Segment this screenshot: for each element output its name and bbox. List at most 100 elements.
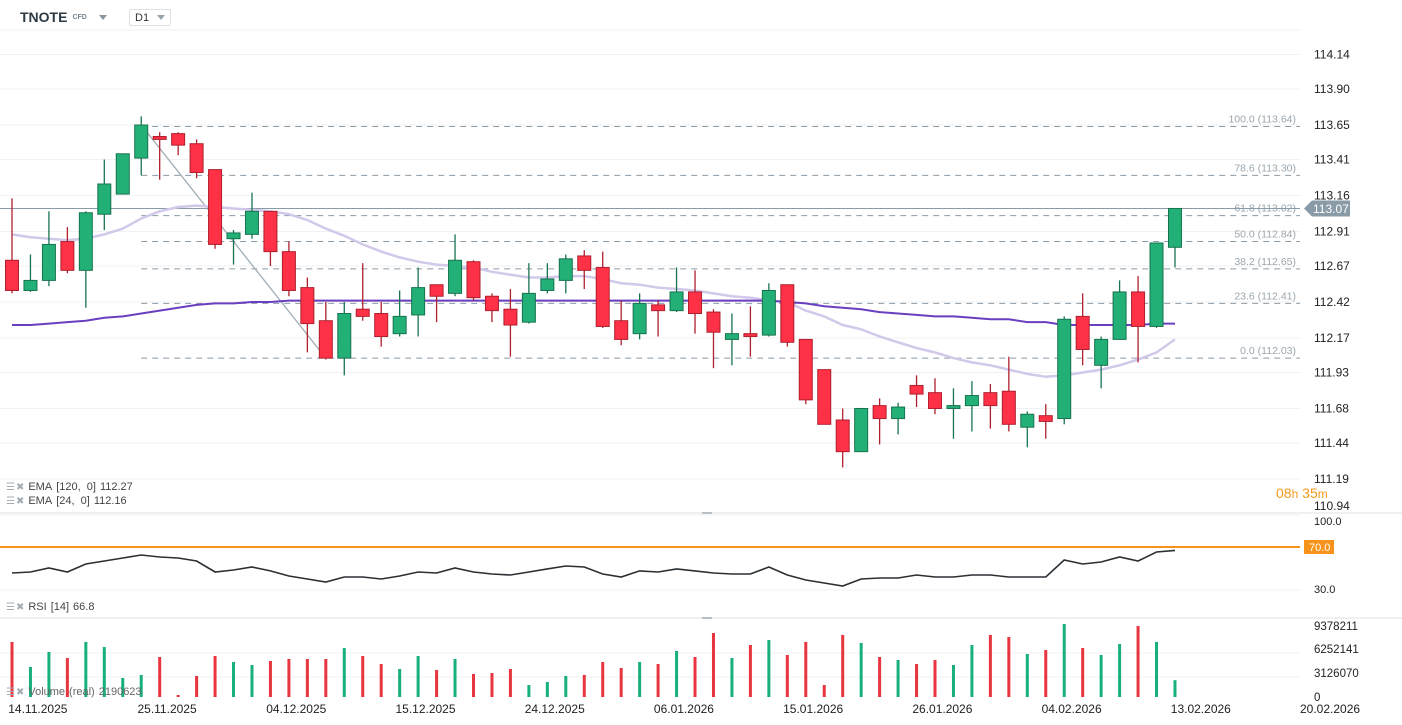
date-axis-label: 14.11.2025 [8, 702, 67, 716]
candle-bullish[interactable] [115, 153, 130, 195]
volume-bar [841, 634, 845, 697]
volume-bar [878, 657, 882, 697]
symbol-selector[interactable]: TNOTE CFD [20, 9, 107, 25]
candle-bearish[interactable] [577, 255, 592, 271]
candle-bearish[interactable] [189, 143, 204, 173]
candle-bullish[interactable] [632, 302, 647, 335]
candle-bearish[interactable] [706, 311, 721, 333]
candle-bearish[interactable] [484, 295, 499, 312]
candle-bearish[interactable] [503, 308, 518, 326]
candle-bullish[interactable] [540, 278, 555, 291]
candle-bearish[interactable] [281, 251, 296, 291]
candle-bullish[interactable] [41, 243, 56, 281]
candle-bullish[interactable] [244, 210, 259, 235]
rsi-line [11, 549, 1176, 587]
candle-bearish[interactable] [300, 287, 315, 325]
date-axis-label: 26.01.2026 [912, 702, 972, 716]
volume-bar [951, 664, 955, 697]
candle-bearish[interactable] [171, 133, 186, 146]
candle-bearish[interactable] [780, 284, 795, 343]
candle-bullish[interactable] [724, 333, 739, 340]
volume-bar [232, 661, 236, 697]
candle-bullish[interactable] [97, 183, 112, 215]
candle-bullish[interactable] [23, 279, 38, 291]
menu-icon[interactable]: ☰✖ [6, 482, 26, 493]
volume-bar [158, 657, 162, 697]
candle-bearish[interactable] [1001, 390, 1016, 425]
volume-axis-label: 6252141 [1314, 644, 1359, 656]
candle-bullish[interactable] [669, 291, 684, 312]
candle-bearish[interactable] [595, 266, 610, 327]
candle-bearish[interactable] [817, 369, 832, 425]
candle-bearish[interactable] [355, 308, 370, 317]
candle-bullish[interactable] [964, 395, 979, 407]
legend-ema24[interactable]: ☰✖ EMA [24, 0] 112.16 [6, 495, 131, 508]
candle-bearish[interactable] [466, 261, 481, 299]
candle-bullish[interactable] [134, 124, 149, 159]
candle-bullish[interactable] [761, 289, 776, 336]
candle-bearish[interactable] [152, 136, 167, 140]
candle-bearish[interactable] [688, 291, 703, 315]
legend-volume[interactable]: ☰✖ Volume (real) 2190623 [6, 686, 146, 699]
menu-icon[interactable]: ☰✖ [6, 496, 26, 507]
candle-bullish[interactable] [1057, 318, 1072, 420]
candle-bearish[interactable] [909, 384, 924, 395]
candle-bearish[interactable] [743, 333, 758, 338]
indicator-name: EMA [28, 481, 53, 493]
candle-bearish[interactable] [263, 210, 278, 253]
candle-bearish[interactable] [318, 320, 333, 359]
candle-bearish[interactable] [614, 320, 629, 340]
candle-bearish[interactable] [983, 392, 998, 407]
candle-bullish[interactable] [78, 212, 93, 271]
volume-bar [84, 641, 88, 697]
candle-bearish[interactable] [798, 338, 813, 401]
candle-bullish[interactable] [392, 315, 407, 335]
candle-bullish[interactable] [1167, 207, 1182, 248]
menu-icon[interactable]: ☰✖ [6, 602, 26, 613]
candle-bearish[interactable] [835, 419, 850, 453]
menu-icon[interactable]: ☰✖ [6, 687, 26, 698]
candle-bullish[interactable] [1149, 242, 1164, 327]
volume-bar [1025, 654, 1029, 697]
volume-bar [638, 661, 642, 697]
volume-bar [65, 657, 69, 697]
timer-hours-unit: h [1291, 487, 1299, 501]
legend-ema120[interactable]: ☰✖ EMA [120, 0] 112.27 [6, 481, 137, 494]
candle-bearish[interactable] [872, 405, 887, 420]
candle-bearish[interactable] [374, 313, 389, 338]
candle-bullish[interactable] [1112, 291, 1127, 340]
candle-bullish[interactable] [891, 406, 906, 420]
indicator-params: [120, 0] [56, 481, 96, 493]
candle-bearish[interactable] [1075, 315, 1090, 350]
date-axis-label: 06.01.2026 [654, 702, 714, 716]
candle-bullish[interactable] [337, 313, 352, 359]
candle-bullish[interactable] [448, 259, 463, 294]
candle-bullish[interactable] [521, 292, 536, 323]
candle-bullish[interactable] [854, 407, 869, 453]
chevron-down-icon[interactable] [98, 14, 107, 20]
volume-bar [213, 656, 217, 697]
volume-bar [472, 673, 475, 697]
candle-bearish[interactable] [429, 284, 444, 297]
timeframe-select[interactable]: D1 [129, 9, 171, 26]
candle-bearish[interactable] [1131, 291, 1146, 327]
candle-bearish[interactable] [651, 304, 666, 312]
ema120-line [12, 299, 1175, 326]
candle-bearish[interactable] [928, 392, 942, 409]
candle-bullish[interactable] [558, 258, 573, 281]
volume-bar [195, 675, 199, 697]
candle-bullish[interactable] [946, 405, 961, 409]
candle-bearish[interactable] [1038, 415, 1053, 422]
candle-bearish[interactable] [5, 259, 19, 291]
panel-resize-handle[interactable] [702, 617, 712, 619]
volume-bar [453, 658, 457, 697]
legend-rsi[interactable]: ☰✖ RSI [14] 66.8 [6, 601, 98, 614]
panel-resize-handle[interactable] [702, 512, 712, 514]
candle-bullish[interactable] [1094, 338, 1109, 366]
candle-bullish[interactable] [1020, 413, 1035, 428]
candle-bearish[interactable] [60, 241, 75, 271]
candle-bullish[interactable] [226, 232, 241, 240]
candle-bullish[interactable] [411, 287, 426, 316]
candle-bearish[interactable] [208, 169, 223, 245]
